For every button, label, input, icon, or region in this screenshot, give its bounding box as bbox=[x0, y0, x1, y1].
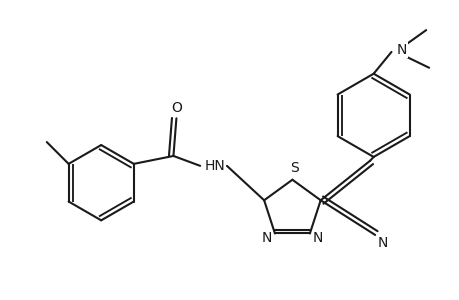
Text: N: N bbox=[261, 231, 272, 245]
Text: HN: HN bbox=[204, 159, 225, 173]
Text: N: N bbox=[377, 236, 387, 250]
Text: N: N bbox=[312, 231, 322, 245]
Text: O: O bbox=[171, 101, 181, 116]
Text: S: S bbox=[289, 161, 298, 175]
Text: N: N bbox=[396, 43, 406, 57]
